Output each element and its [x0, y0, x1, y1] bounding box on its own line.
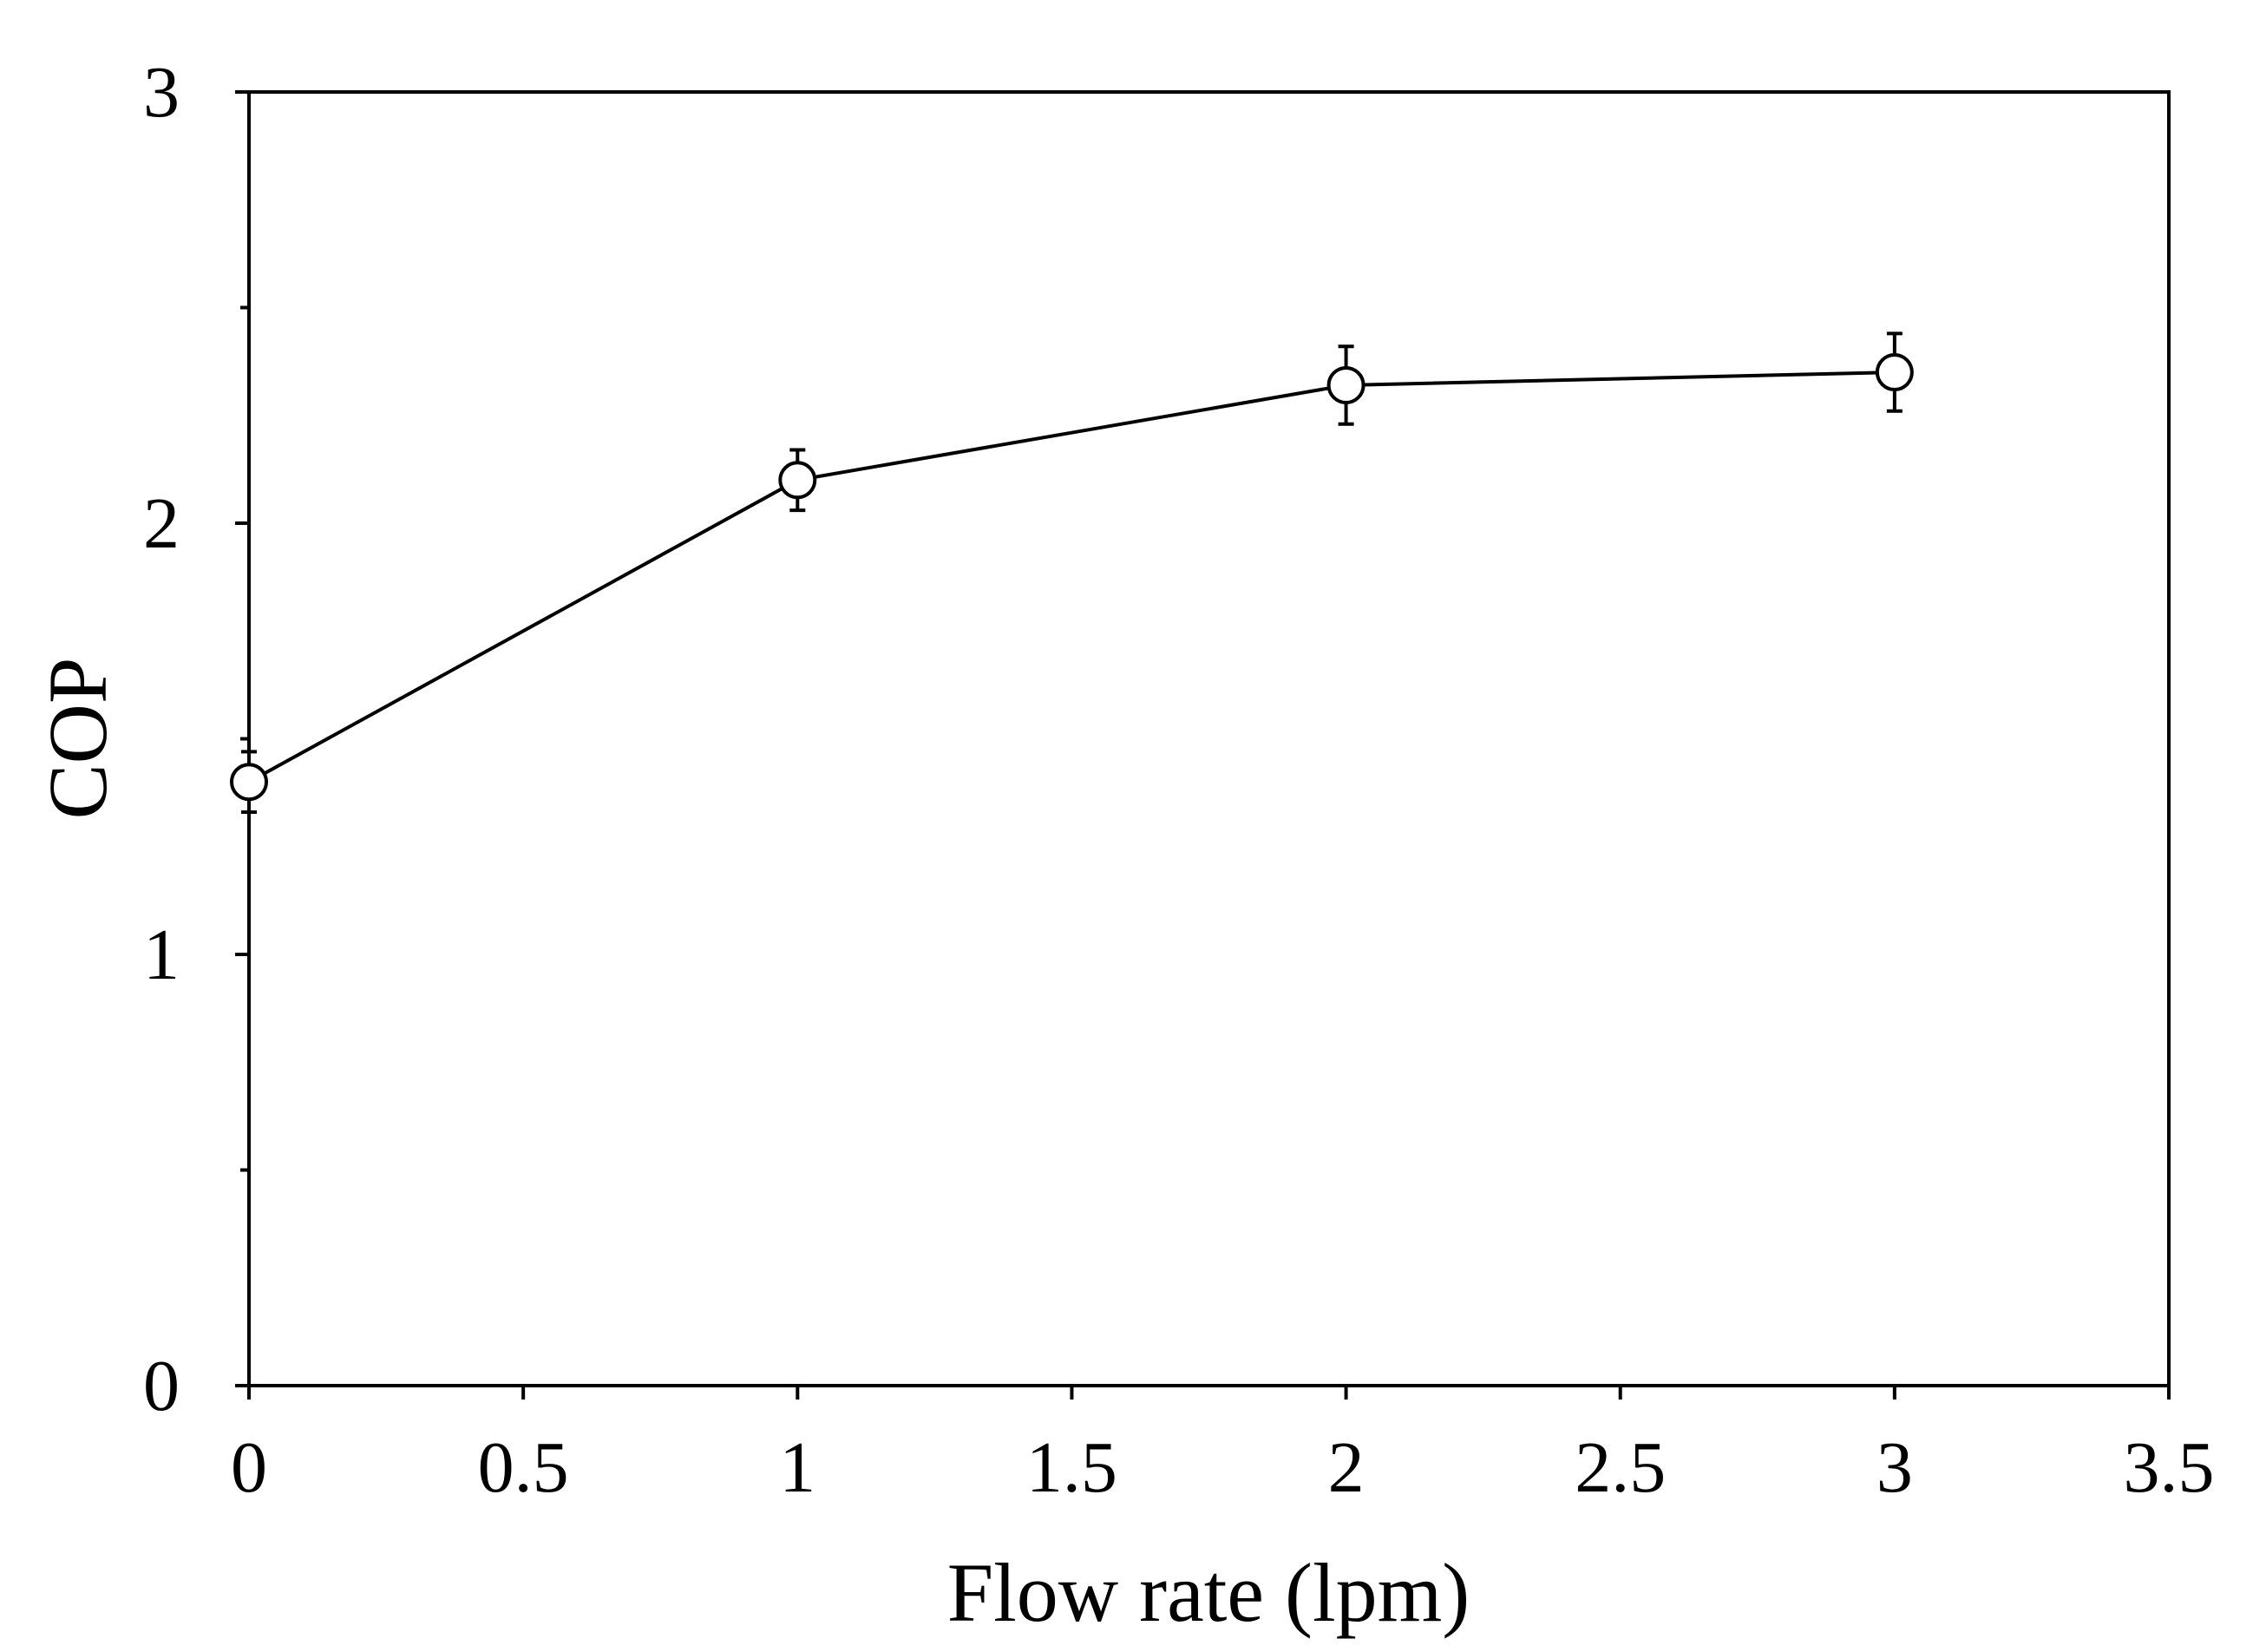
data-point	[1326, 365, 1366, 404]
x-tick-label: 0.5	[478, 1427, 569, 1508]
data-point	[1875, 353, 1914, 392]
x-tick-label: 0	[231, 1427, 267, 1508]
x-tick-label: 1	[779, 1427, 815, 1508]
y-tick-label: 3	[143, 52, 180, 133]
series-group	[230, 331, 1914, 814]
plot-area	[247, 90, 2171, 1387]
y-tick-label: 1	[143, 914, 180, 995]
x-tick-label: 2.5	[1575, 1427, 1666, 1508]
x-tick-label: 3	[1876, 1427, 1913, 1508]
x-tick-label: 1.5	[1026, 1427, 1117, 1508]
data-point	[230, 763, 268, 802]
x-tick-label: 3.5	[2124, 1427, 2215, 1508]
x-tick-label: 2	[1328, 1427, 1365, 1508]
y-tick-label: 2	[143, 483, 180, 564]
y-tick-label: 0	[143, 1346, 180, 1426]
axes-group: 0 0.5 1 1.5 2 2.5 3 3.5 0 1 2 3	[143, 52, 2215, 1508]
series-line	[248, 370, 1895, 783]
x-axis-title: Flow rate (lpm)	[947, 1546, 1470, 1639]
data-point	[778, 461, 817, 500]
y-axis-title: COP	[31, 658, 124, 820]
